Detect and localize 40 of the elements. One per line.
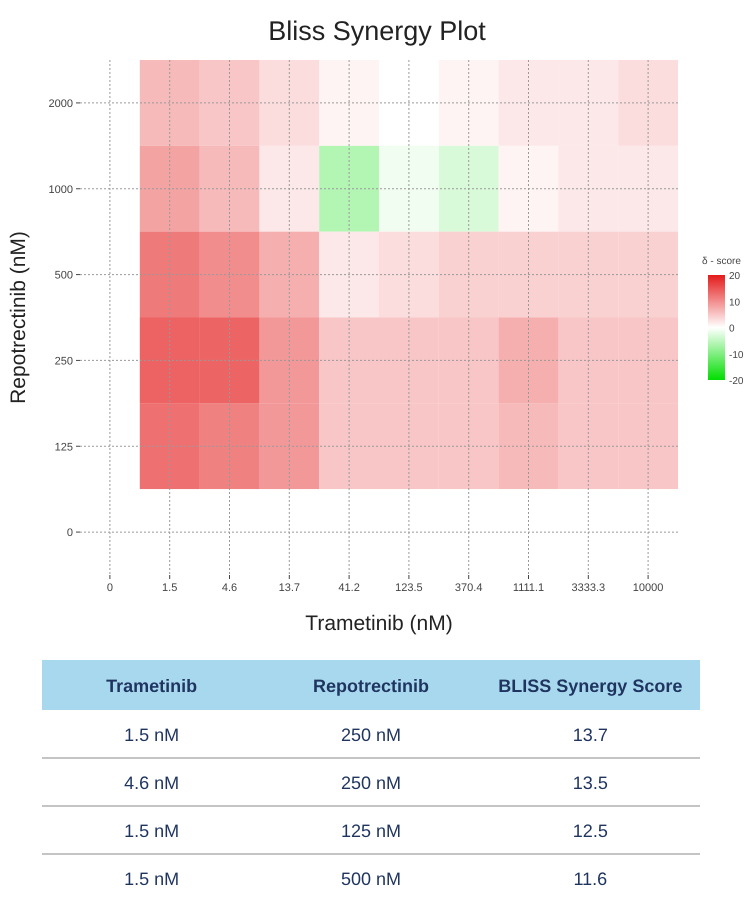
color-bar-title: δ - score (702, 256, 742, 267)
text: 13.7 (572, 725, 608, 745)
color-bar-label: 0 (729, 324, 735, 334)
x-axis-title: Trametinib (nM) (305, 612, 453, 635)
category-label: Trametinib (106, 676, 198, 696)
y-tick-label: 2000 (48, 98, 73, 110)
category-label: BLISS Synergy Score (498, 676, 682, 696)
text: 1.5 nM (124, 821, 180, 841)
text: 1.5 nM (124, 869, 180, 889)
text: 13.5 (572, 773, 608, 793)
chart-title: Bliss Synergy Plot (268, 16, 486, 46)
x-tick-label: 4.6 (222, 582, 238, 594)
text: 1.5 nM (124, 725, 180, 745)
text: 250 nM (340, 773, 402, 793)
category-label: Repotrectinib (312, 676, 430, 696)
y-tick-label: 500 (54, 270, 73, 282)
color-bar-label: 10 (729, 297, 741, 308)
color-bar-label: -10 (729, 350, 744, 361)
color-bar-label: 20 (729, 271, 741, 282)
x-tick-label: 3333.3 (571, 582, 606, 594)
color-bar-label: -20 (729, 376, 744, 387)
y-axis-title: Repotrectinib (nM) (7, 231, 30, 404)
y-tick-label: 250 (54, 355, 73, 368)
x-tick-label: 41.2 (338, 582, 360, 594)
text: 250 nM (340, 725, 402, 745)
y-tick-label: 0 (66, 527, 73, 540)
x-tick-label: 370.4 (454, 582, 482, 594)
text: 500 nM (340, 869, 402, 889)
x-tick-label: 123.5 (395, 582, 423, 594)
text: 4.6 nM (124, 773, 180, 793)
y-tick-label: 1000 (48, 184, 73, 196)
y-tick-label: 125 (54, 441, 73, 454)
x-tick-label: 1111.1 (512, 582, 544, 594)
text: 11.6 (573, 869, 608, 889)
x-tick-label: 1.5 (162, 582, 178, 594)
x-tick-label: 13.7 (278, 582, 300, 594)
x-tick-label: 0 (106, 582, 113, 594)
text: 12.5 (572, 821, 608, 841)
x-tick-label: 10000 (632, 582, 664, 594)
text: 125 nM (340, 821, 402, 841)
